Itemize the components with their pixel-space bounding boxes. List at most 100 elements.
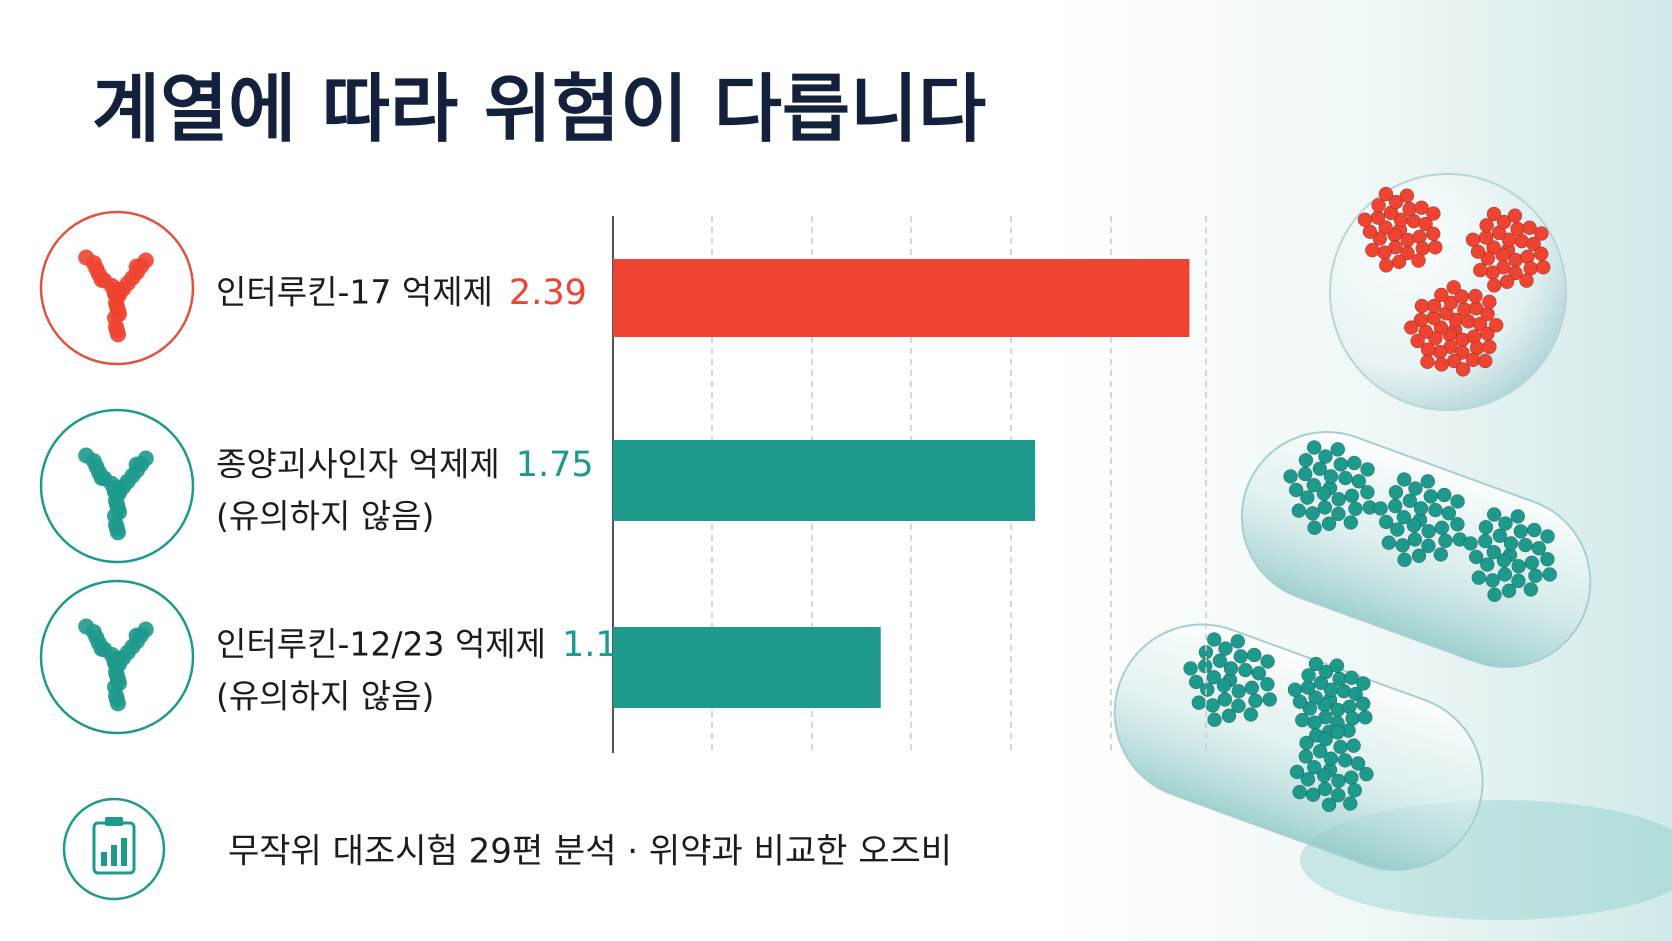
molecule-bead [1305, 787, 1321, 802]
molecule-bead [1428, 502, 1443, 518]
category-label: 종양괴사인자 억제제 [216, 445, 500, 484]
molecule-bead [1306, 477, 1322, 493]
antibody-bead [110, 326, 126, 343]
molecule-bead [1413, 312, 1429, 328]
molecule-bead [1388, 484, 1404, 500]
molecule-bead [1260, 654, 1275, 669]
molecule-bead [1470, 244, 1486, 259]
molecule-bead [1426, 226, 1441, 242]
molecule-bead [1477, 533, 1493, 549]
molecule-bead [1434, 520, 1450, 536]
molecule-bead [1396, 472, 1412, 487]
molecule-bead [1312, 461, 1328, 477]
molecule-bead [1487, 278, 1502, 293]
molecule-bead [1536, 260, 1551, 275]
molecule-bead [1527, 522, 1542, 538]
molecule-bead [1511, 559, 1526, 574]
antibody-icons [78, 249, 154, 712]
molecule-bead [1233, 649, 1249, 664]
molecule-bead [1379, 258, 1394, 273]
molecule-bead [1411, 548, 1427, 564]
molecule-bead [1217, 692, 1233, 707]
molecule-bead [1402, 493, 1418, 509]
molecule-bead [1292, 694, 1308, 709]
molecule-bead [1298, 749, 1314, 764]
chart-title: 계열에 따라 위험이 다릅니다 [92, 67, 986, 153]
molecule-bead [1348, 501, 1363, 517]
molecule-bead [1465, 232, 1481, 247]
molecule-bead [1396, 509, 1412, 525]
molecule-bead [1297, 466, 1313, 482]
molecule-bead [1433, 547, 1449, 562]
molecule-bead [1330, 725, 1345, 740]
molecule-bead [1307, 715, 1322, 730]
molecule-bead [1480, 557, 1495, 572]
molecule-bead [1432, 344, 1448, 360]
molecule-bead [1478, 230, 1494, 245]
molecule-bead [1381, 535, 1397, 550]
molecule-bead [1336, 683, 1351, 699]
molecule-bead [1331, 773, 1346, 789]
molecule-bead [1289, 764, 1305, 780]
molecule-bead [1350, 756, 1366, 771]
molecule-bead [1496, 214, 1512, 230]
molecule-bead [1415, 241, 1430, 256]
molecule-bead [1480, 251, 1496, 266]
footnote: 무작위 대조시험 29편 분석 · 위약과 비교한 오즈비 [228, 832, 952, 872]
molecule-bead [1298, 452, 1314, 468]
antibody-bead [137, 621, 154, 638]
molecule-bead [1365, 242, 1380, 258]
molecule-bead [1356, 676, 1371, 691]
molecule-bead [1413, 501, 1429, 516]
molecule-bead [1542, 567, 1557, 582]
molecule-bead [1519, 273, 1534, 288]
molecule-bead [1344, 488, 1360, 504]
molecule-bead [1206, 669, 1222, 685]
molecule-bead [1231, 698, 1246, 714]
molecule-bead [1346, 738, 1361, 753]
molecule-bead [1347, 455, 1362, 471]
molecule-bead [1410, 333, 1425, 349]
molecule-bead [1450, 517, 1465, 532]
antibody-bead [110, 524, 126, 541]
molecule-bead [1218, 641, 1233, 656]
molecule-bead [1400, 245, 1415, 261]
molecule-bead [1238, 662, 1253, 678]
molecule-bead [1247, 647, 1262, 663]
molecule-bead [1406, 213, 1421, 229]
molecule-bead [1262, 692, 1277, 707]
molecule-bead [1317, 500, 1333, 515]
molecule-bead [1428, 240, 1443, 255]
molecule-bead [1471, 570, 1487, 585]
molecule-bead [1306, 440, 1322, 455]
molecule-bead [1507, 208, 1523, 223]
molecule-bead [1479, 218, 1494, 233]
molecule-bead [1488, 317, 1504, 333]
molecule-bead [1387, 498, 1403, 514]
glass-sphere [1329, 173, 1567, 411]
molecule-bead [1206, 632, 1222, 647]
molecule-bead [1230, 634, 1246, 649]
molecule-bead [1378, 514, 1394, 530]
molecule-bead [1526, 236, 1541, 252]
molecule-bead [1331, 492, 1346, 507]
molecule-bead [1351, 474, 1367, 489]
molecule-bead [1348, 686, 1363, 702]
molecule-bead [1343, 515, 1359, 530]
molecule-bead [1283, 469, 1298, 484]
molecule-bead [1305, 506, 1320, 521]
antibody-bead [78, 618, 95, 635]
molecule-bead [1333, 739, 1348, 755]
molecule-bead [1518, 537, 1533, 553]
molecule-bead [1437, 487, 1452, 503]
molecule-bead [1291, 503, 1307, 518]
molecule-bead [1421, 524, 1436, 539]
molecule-bead [1420, 354, 1435, 370]
bar [613, 259, 1190, 337]
molecule-bead [1221, 708, 1237, 724]
molecule-bead [1191, 695, 1207, 710]
molecule-bead [1338, 470, 1353, 486]
molecule-bead [1403, 320, 1419, 335]
molecule-bead [1243, 707, 1259, 722]
molecule-bead [1372, 231, 1388, 246]
